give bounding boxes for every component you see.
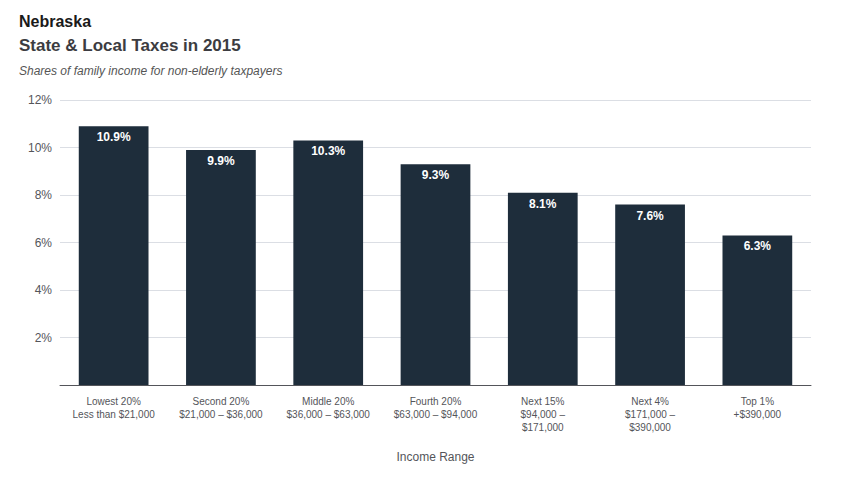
svg-text:Lowest 20%: Lowest 20% <box>86 396 141 407</box>
svg-text:Middle 20%: Middle 20% <box>302 396 354 407</box>
svg-text:Income Range: Income Range <box>396 450 474 464</box>
svg-text:Shares of family income for no: Shares of family income for non-elderly … <box>19 64 282 78</box>
svg-text:10%: 10% <box>28 141 52 155</box>
svg-text:10.9%: 10.9% <box>97 130 131 144</box>
svg-text:Nebraska: Nebraska <box>19 13 91 30</box>
svg-text:8%: 8% <box>35 188 53 202</box>
svg-text:$171,000: $171,000 <box>522 422 564 433</box>
svg-text:12%: 12% <box>28 93 52 107</box>
svg-text:4%: 4% <box>35 283 53 297</box>
svg-text:Fourth 20%: Fourth 20% <box>410 396 462 407</box>
svg-text:9.3%: 9.3% <box>422 168 450 182</box>
svg-text:$63,000 – $94,000: $63,000 – $94,000 <box>394 409 478 420</box>
svg-text:Next 15%: Next 15% <box>521 396 564 407</box>
svg-text:Top 1%: Top 1% <box>741 396 774 407</box>
svg-text:Second 20%: Second 20% <box>193 396 250 407</box>
svg-text:$36,000 – $63,000: $36,000 – $63,000 <box>287 409 371 420</box>
svg-text:7.6%: 7.6% <box>636 209 664 223</box>
svg-text:2%: 2% <box>35 331 53 345</box>
svg-text:State & Local Taxes in 2015: State & Local Taxes in 2015 <box>19 36 241 55</box>
svg-text:$390,000: $390,000 <box>629 422 671 433</box>
svg-text:Next 4%: Next 4% <box>631 396 669 407</box>
svg-text:6%: 6% <box>35 236 53 250</box>
svg-text:10.3%: 10.3% <box>311 144 345 158</box>
svg-text:8.1%: 8.1% <box>529 197 557 211</box>
svg-text:$171,000 –: $171,000 – <box>625 409 675 420</box>
svg-text:Less than $21,000: Less than $21,000 <box>72 409 155 420</box>
svg-text:$21,000 – $36,000: $21,000 – $36,000 <box>179 409 263 420</box>
svg-text:6.3%: 6.3% <box>744 239 772 253</box>
svg-text:$94,000 –: $94,000 – <box>521 409 566 420</box>
svg-text:+$390,000: +$390,000 <box>734 409 782 420</box>
svg-text:9.9%: 9.9% <box>207 154 235 168</box>
